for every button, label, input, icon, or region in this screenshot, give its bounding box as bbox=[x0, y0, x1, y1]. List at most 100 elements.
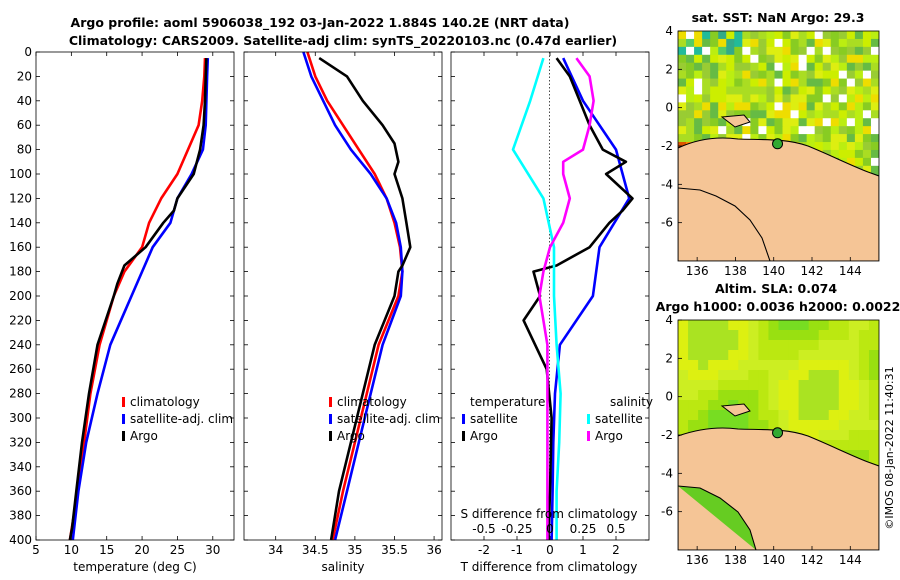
map-y-tick-label: 4 bbox=[665, 313, 673, 327]
sst-map-title: sat. SST: NaN Argo: 29.3 bbox=[692, 10, 865, 25]
sla-cell bbox=[698, 370, 709, 381]
sst-cell bbox=[734, 31, 743, 40]
salinity-diff-tick-label: 0 bbox=[546, 522, 554, 536]
sst-cell bbox=[782, 70, 792, 80]
sst-cell bbox=[758, 70, 767, 80]
legend-label-satellite: satellite-adj. clim bbox=[337, 412, 440, 426]
sst-cell bbox=[870, 54, 879, 64]
sst-cell bbox=[814, 38, 824, 48]
sla-cell bbox=[748, 340, 759, 351]
sst-cell bbox=[798, 86, 808, 96]
sst-cell bbox=[774, 118, 784, 127]
sla-cell bbox=[708, 350, 719, 361]
sla-cell bbox=[768, 370, 780, 381]
x-tick-label: 36 bbox=[426, 543, 441, 557]
sst-cell bbox=[830, 31, 840, 40]
sst-cell bbox=[790, 134, 800, 143]
title-line2: Climatology: CARS2009. Satellite-adj cli… bbox=[69, 33, 617, 49]
sst-cell bbox=[790, 78, 800, 88]
sst-cell bbox=[846, 126, 856, 135]
sla-cell bbox=[838, 360, 850, 371]
sst-cell bbox=[862, 102, 872, 111]
sst-cell bbox=[798, 78, 808, 88]
sst-cell bbox=[710, 94, 719, 103]
sst-cell bbox=[750, 46, 759, 56]
sst-cell bbox=[806, 78, 816, 88]
sla-cell bbox=[838, 400, 850, 411]
sla-cell bbox=[728, 370, 739, 381]
sst-cell bbox=[806, 142, 816, 151]
sst-cell bbox=[766, 118, 776, 127]
sst-cell bbox=[790, 31, 800, 40]
sla-cell bbox=[738, 320, 749, 331]
sst-cell bbox=[758, 86, 767, 96]
sla-cell bbox=[828, 330, 840, 341]
sla-cell bbox=[758, 390, 769, 401]
sla-cell bbox=[718, 380, 729, 391]
sst-cell bbox=[726, 46, 735, 56]
sst-cell bbox=[694, 70, 703, 80]
sst-cell bbox=[702, 38, 711, 48]
sla-cell bbox=[798, 400, 810, 411]
sst-cell bbox=[766, 46, 776, 56]
imos-credit: ©IMOS 08-Jan-2022 11:40:31 bbox=[883, 366, 896, 529]
sst-cell bbox=[782, 78, 792, 88]
sla-cell bbox=[868, 390, 879, 401]
sst-cell bbox=[790, 46, 800, 56]
sst-map: 136 138 140 142 144 4 2 0 -2 -4 -6 bbox=[661, 24, 880, 278]
difference-xlabel: T difference from climatology bbox=[460, 560, 638, 574]
sla-cell bbox=[768, 340, 780, 351]
sst-cell bbox=[854, 38, 864, 48]
sla-cell bbox=[688, 340, 699, 351]
x-tick-label: 10 bbox=[64, 543, 79, 557]
sst-cell bbox=[734, 86, 743, 96]
sla-cell bbox=[778, 410, 790, 421]
sst-cell bbox=[862, 31, 872, 40]
sla-cell bbox=[818, 390, 830, 401]
legend-label-argo: Argo bbox=[337, 429, 365, 443]
sst-cell bbox=[798, 46, 808, 56]
sla-cell bbox=[748, 370, 759, 381]
sla-cell bbox=[698, 320, 709, 331]
sla-cell bbox=[848, 320, 860, 331]
sst-cell bbox=[694, 54, 703, 64]
y-tick-label: 140 bbox=[9, 216, 32, 230]
sla-cell bbox=[778, 420, 790, 431]
sla-cell bbox=[868, 400, 879, 411]
sst-cell bbox=[742, 38, 751, 48]
sst-cell bbox=[854, 94, 864, 103]
sla-cell bbox=[828, 440, 840, 451]
sla-cell bbox=[798, 370, 810, 381]
x-tick-label: 20 bbox=[134, 543, 149, 557]
sla-cell bbox=[678, 340, 689, 351]
sla-cell bbox=[818, 380, 830, 391]
sla-cell bbox=[848, 370, 860, 381]
sla-cell bbox=[738, 340, 749, 351]
sst-cell bbox=[734, 46, 743, 56]
sst-cell bbox=[870, 86, 879, 96]
series-line-s-argo bbox=[538, 57, 595, 540]
sla-cell bbox=[828, 410, 840, 421]
sst-cell bbox=[694, 78, 703, 88]
sla-land-island bbox=[720, 403, 751, 417]
sla-cell bbox=[728, 330, 739, 341]
series-line-s-satellite bbox=[511, 57, 562, 540]
x-tick-label: 1 bbox=[579, 543, 587, 557]
sst-cell bbox=[742, 94, 751, 103]
sst-cell bbox=[830, 126, 840, 135]
sla-cell bbox=[768, 410, 780, 421]
sst-cell bbox=[774, 62, 784, 72]
sst-cell bbox=[710, 70, 719, 80]
sst-cell bbox=[870, 46, 879, 56]
sst-cell bbox=[814, 70, 824, 80]
sla-cell bbox=[868, 360, 879, 371]
sst-cell bbox=[870, 149, 879, 159]
sla-cell bbox=[738, 410, 749, 421]
sla-cell bbox=[788, 370, 800, 381]
sst-cell bbox=[766, 134, 776, 143]
sla-cell bbox=[788, 420, 800, 431]
sst-cell bbox=[806, 134, 816, 143]
sla-cell bbox=[728, 320, 739, 331]
sst-cell bbox=[678, 31, 687, 40]
sla-cell bbox=[868, 370, 879, 381]
